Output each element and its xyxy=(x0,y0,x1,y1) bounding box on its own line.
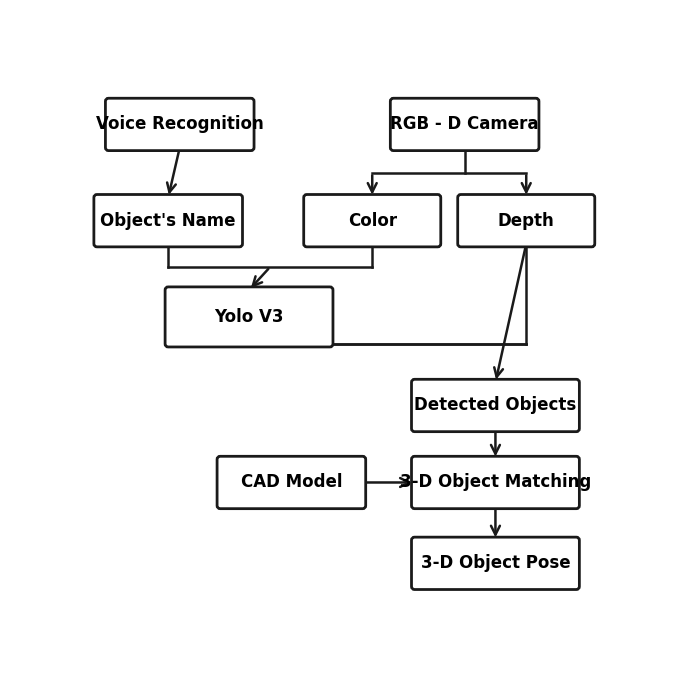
Text: RGB - D Camera: RGB - D Camera xyxy=(390,116,539,133)
Text: CAD Model: CAD Model xyxy=(240,473,342,492)
FancyBboxPatch shape xyxy=(412,380,580,432)
Text: 3-D Object Pose: 3-D Object Pose xyxy=(421,554,570,573)
FancyBboxPatch shape xyxy=(165,287,333,347)
FancyBboxPatch shape xyxy=(94,194,242,247)
Text: Color: Color xyxy=(348,211,397,230)
Text: Voice Recognition: Voice Recognition xyxy=(96,116,264,133)
FancyBboxPatch shape xyxy=(412,456,580,509)
Text: Depth: Depth xyxy=(498,211,555,230)
FancyBboxPatch shape xyxy=(390,98,539,150)
FancyBboxPatch shape xyxy=(412,537,580,590)
FancyBboxPatch shape xyxy=(105,98,254,150)
Text: Object's Name: Object's Name xyxy=(101,211,236,230)
FancyBboxPatch shape xyxy=(458,194,595,247)
Text: 3-D Object Matching: 3-D Object Matching xyxy=(400,473,591,492)
FancyBboxPatch shape xyxy=(217,456,366,509)
FancyBboxPatch shape xyxy=(303,194,440,247)
Text: Detected Objects: Detected Objects xyxy=(414,397,577,415)
Text: Yolo V3: Yolo V3 xyxy=(214,308,284,326)
